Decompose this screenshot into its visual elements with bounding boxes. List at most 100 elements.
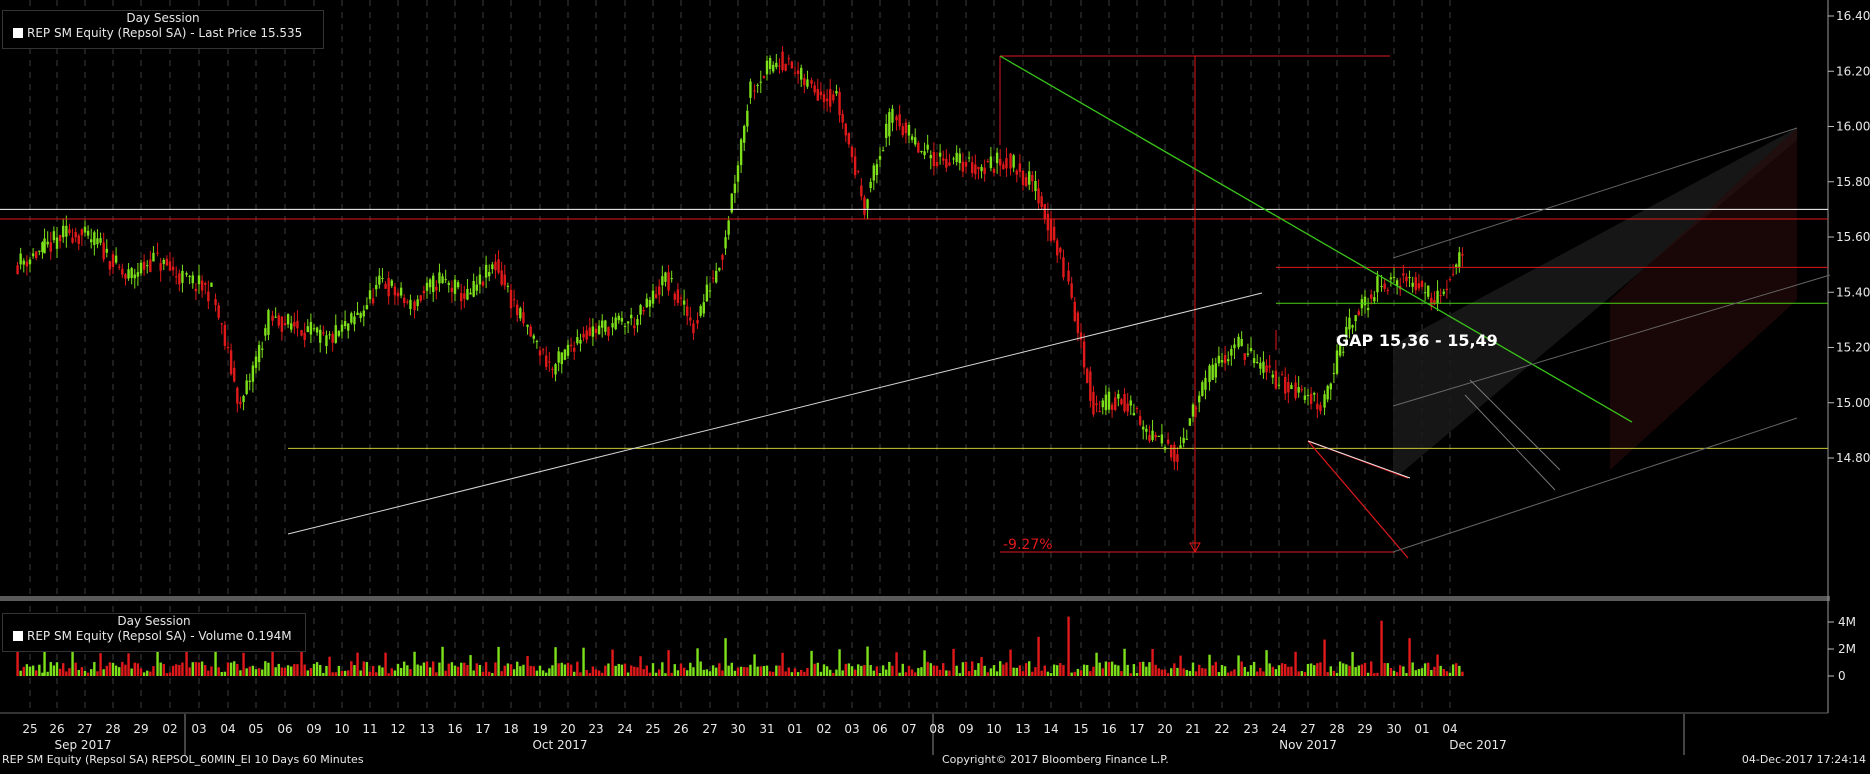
volume-bar — [300, 651, 303, 676]
volume-bar — [197, 662, 201, 676]
candle-body — [1455, 264, 1458, 268]
candle-body — [1451, 273, 1455, 275]
candle-body — [114, 255, 118, 263]
volume-bar — [41, 672, 44, 676]
volume-bar — [891, 665, 894, 676]
price-tick-label: 15.00 — [1836, 396, 1870, 410]
volume-bar — [331, 672, 334, 676]
horizontal-levels — [0, 208, 1828, 449]
volume-bar — [1380, 620, 1383, 676]
candle-body — [1262, 361, 1265, 373]
volume-bar — [488, 671, 491, 676]
day-tick-label: 09 — [958, 722, 973, 736]
candle-body — [816, 89, 819, 101]
volume-bar — [118, 667, 121, 676]
candle-body — [1188, 418, 1192, 426]
volume-bar — [406, 665, 409, 676]
candle-body — [775, 62, 778, 68]
volume-bar — [264, 661, 267, 676]
volume-bar — [1034, 667, 1037, 676]
day-tick-label: 02 — [816, 722, 831, 736]
volume-bar — [1265, 650, 1268, 676]
volume-bar — [478, 665, 482, 676]
volume-bar — [77, 669, 80, 676]
candle-body — [248, 380, 251, 382]
candle-body — [261, 348, 264, 350]
volume-bar — [620, 664, 624, 676]
candle-body — [319, 329, 322, 343]
candle-body — [730, 193, 733, 213]
volume-bar — [532, 666, 535, 676]
volume-bar — [257, 668, 261, 676]
candle-body — [1160, 434, 1164, 444]
day-tick-label: 06 — [872, 722, 887, 736]
candle-body — [450, 287, 454, 292]
candle-body — [399, 287, 403, 296]
candle-body — [340, 324, 344, 332]
candle-body — [86, 230, 90, 236]
flag-upper — [1469, 379, 1561, 471]
volume-bar — [286, 665, 290, 676]
candle-body — [22, 260, 25, 265]
candle-body — [111, 254, 115, 267]
candle-body — [1046, 213, 1050, 231]
volume-bar — [188, 667, 191, 676]
candle-body — [136, 272, 140, 277]
candle-body — [661, 276, 664, 286]
volume-bar — [721, 670, 724, 676]
price-tick-label: 15.80 — [1836, 175, 1870, 189]
candle-body — [529, 326, 532, 337]
volume-bar — [917, 668, 920, 676]
candle-body — [787, 58, 790, 60]
candle-body — [1204, 377, 1207, 390]
volume-bar — [977, 663, 980, 676]
candle-body — [1268, 365, 1271, 368]
candle-body — [428, 279, 432, 288]
volume-bar — [466, 664, 469, 676]
day-tick-label: 13 — [419, 722, 434, 736]
candle-body — [435, 286, 438, 291]
volume-bar — [1445, 671, 1449, 676]
candle-body — [146, 265, 149, 267]
volume-bar — [772, 671, 775, 676]
candle-body — [453, 279, 457, 294]
day-tick-label: 09 — [306, 722, 321, 736]
volume-bar — [254, 669, 258, 676]
candle-body — [233, 367, 236, 382]
candle-body — [1095, 403, 1098, 406]
volume-bar — [1059, 663, 1062, 676]
candle-body — [441, 276, 444, 284]
volume-bar — [1217, 671, 1221, 676]
candle-body — [1345, 326, 1348, 338]
volume-bar — [171, 665, 175, 676]
candle-body — [1176, 454, 1179, 462]
volume-bar — [582, 647, 585, 676]
candle-body — [989, 156, 993, 169]
volume-tick-label: 2M — [1838, 642, 1856, 656]
volume-bar — [1287, 666, 1290, 676]
volume-bar — [185, 647, 188, 676]
candle-body — [1383, 283, 1386, 289]
day-tick-label: 04 — [1442, 722, 1457, 736]
volume-bar — [226, 662, 230, 676]
candle-body — [1290, 385, 1293, 390]
volume-bar — [1129, 673, 1132, 676]
volume-bar — [929, 663, 932, 676]
candle-body — [753, 90, 756, 92]
volume-bar — [1095, 652, 1098, 676]
volume-bar — [419, 665, 422, 676]
day-tick-label: 24 — [617, 722, 632, 736]
price-tick-label: 14.80 — [1836, 451, 1870, 465]
volume-bar — [989, 668, 993, 676]
volume-bar — [1366, 672, 1370, 676]
volume-bar — [781, 652, 784, 676]
volume-bar — [1420, 668, 1424, 676]
candle-body — [1062, 257, 1065, 278]
candle-body — [406, 301, 409, 303]
volume-legend: Day Session REP SM Equity (Repsol SA) - … — [2, 613, 306, 652]
candle-body — [191, 275, 194, 284]
volume-bar — [236, 664, 239, 676]
volume-bar — [832, 672, 835, 676]
candle-body — [759, 81, 762, 83]
